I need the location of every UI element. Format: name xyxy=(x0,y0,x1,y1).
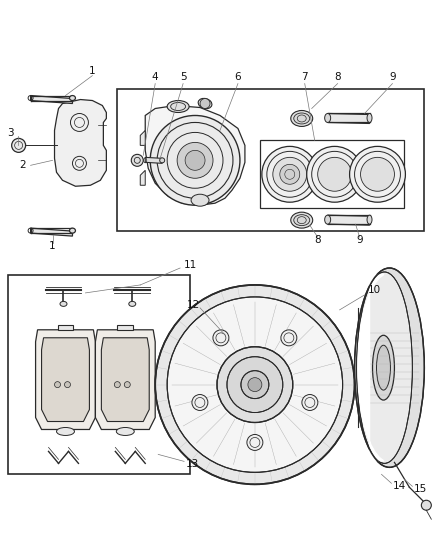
Polygon shape xyxy=(145,157,162,163)
Circle shape xyxy=(131,155,143,166)
Text: 2: 2 xyxy=(19,160,26,171)
Circle shape xyxy=(200,99,210,109)
Polygon shape xyxy=(95,330,155,430)
Circle shape xyxy=(155,285,355,484)
Text: 7: 7 xyxy=(301,71,308,82)
Polygon shape xyxy=(140,171,145,185)
Polygon shape xyxy=(42,338,89,422)
Circle shape xyxy=(124,382,130,387)
Polygon shape xyxy=(358,274,384,461)
Polygon shape xyxy=(328,114,370,124)
Circle shape xyxy=(54,382,60,387)
Text: 14: 14 xyxy=(393,481,406,491)
Circle shape xyxy=(241,370,269,399)
Ellipse shape xyxy=(167,101,189,112)
Ellipse shape xyxy=(57,427,74,435)
Polygon shape xyxy=(101,338,149,422)
Bar xyxy=(117,88,424,231)
Text: 12: 12 xyxy=(187,300,200,310)
Circle shape xyxy=(281,330,297,346)
Ellipse shape xyxy=(294,113,310,124)
Polygon shape xyxy=(35,330,95,430)
Text: 9: 9 xyxy=(356,235,363,245)
Text: 6: 6 xyxy=(235,71,241,82)
Polygon shape xyxy=(31,95,72,103)
Ellipse shape xyxy=(129,301,136,306)
Bar xyxy=(8,275,190,474)
Ellipse shape xyxy=(70,228,75,233)
Circle shape xyxy=(262,147,318,202)
Ellipse shape xyxy=(367,114,372,123)
Circle shape xyxy=(350,147,406,202)
Circle shape xyxy=(421,500,431,510)
Text: 4: 4 xyxy=(152,71,159,82)
Circle shape xyxy=(302,394,318,410)
Ellipse shape xyxy=(291,110,313,126)
Polygon shape xyxy=(140,131,145,146)
Circle shape xyxy=(64,382,71,387)
Ellipse shape xyxy=(357,272,413,463)
Text: 9: 9 xyxy=(389,71,396,82)
Ellipse shape xyxy=(377,345,390,390)
Polygon shape xyxy=(145,106,245,205)
Circle shape xyxy=(167,297,343,472)
Ellipse shape xyxy=(294,215,310,225)
Circle shape xyxy=(177,142,213,178)
Circle shape xyxy=(227,357,283,413)
Ellipse shape xyxy=(160,158,165,163)
Polygon shape xyxy=(31,228,72,236)
Circle shape xyxy=(192,394,208,410)
Text: 8: 8 xyxy=(314,235,321,245)
Ellipse shape xyxy=(372,335,395,400)
Text: 1: 1 xyxy=(49,241,56,251)
Ellipse shape xyxy=(117,427,134,435)
Ellipse shape xyxy=(325,114,331,123)
Circle shape xyxy=(307,147,363,202)
Ellipse shape xyxy=(70,95,75,101)
Text: 11: 11 xyxy=(184,260,197,270)
Circle shape xyxy=(280,164,300,184)
Circle shape xyxy=(114,382,120,387)
Text: 13: 13 xyxy=(185,459,199,470)
Ellipse shape xyxy=(325,215,331,224)
Text: 5: 5 xyxy=(180,71,187,82)
Text: 3: 3 xyxy=(7,128,14,139)
Text: 10: 10 xyxy=(368,285,381,295)
Circle shape xyxy=(360,157,395,191)
Ellipse shape xyxy=(191,194,209,206)
Circle shape xyxy=(318,157,352,191)
Polygon shape xyxy=(54,100,106,186)
Text: 1: 1 xyxy=(89,66,96,76)
Text: 8: 8 xyxy=(334,71,341,82)
Bar xyxy=(260,140,404,208)
Circle shape xyxy=(217,347,293,423)
Ellipse shape xyxy=(198,99,212,109)
Ellipse shape xyxy=(60,301,67,306)
Circle shape xyxy=(185,150,205,171)
Circle shape xyxy=(12,139,25,152)
Circle shape xyxy=(247,434,263,450)
Ellipse shape xyxy=(355,268,424,467)
Text: 15: 15 xyxy=(414,484,427,494)
Polygon shape xyxy=(57,325,74,330)
Circle shape xyxy=(248,378,262,392)
Circle shape xyxy=(273,157,307,191)
Polygon shape xyxy=(117,325,133,330)
Ellipse shape xyxy=(367,215,372,224)
Circle shape xyxy=(150,116,240,205)
Polygon shape xyxy=(328,215,370,225)
Circle shape xyxy=(213,330,229,346)
Ellipse shape xyxy=(291,212,313,228)
